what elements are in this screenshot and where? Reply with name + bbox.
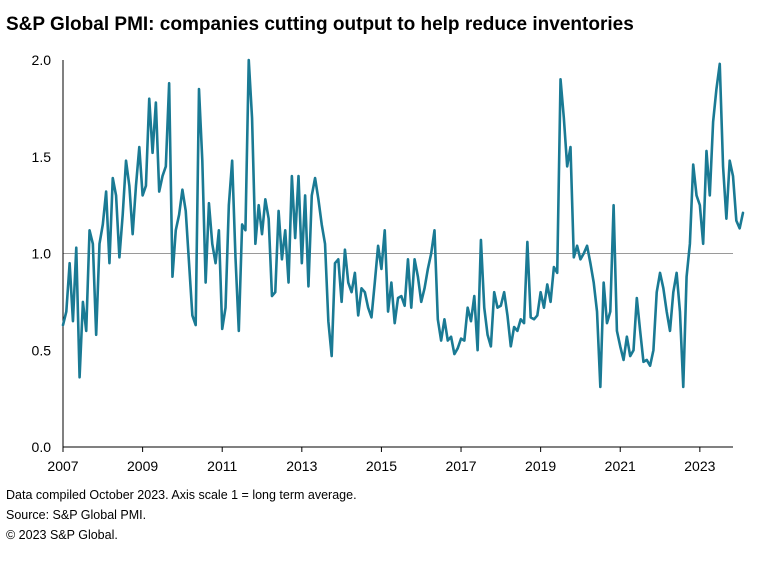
x-tick-label: 2017: [445, 458, 476, 474]
x-tick-label: 2009: [127, 458, 158, 474]
y-tick: 0.5: [32, 342, 52, 358]
x-tick: 2019: [525, 447, 556, 474]
x-tick-label: 2007: [47, 458, 78, 474]
x-tick: 2017: [445, 447, 477, 474]
x-tick: 2013: [286, 447, 318, 474]
x-tick-label: 2023: [684, 458, 715, 474]
chart-title: S&P Global PMI: companies cutting output…: [6, 14, 634, 35]
footnote-copyright: © 2023 S&P Global.: [6, 528, 118, 542]
y-tick-label: 1.0: [32, 246, 52, 262]
series-line: [61, 58, 745, 389]
y-tick: 2.0: [32, 52, 52, 68]
y-tick: 1.5: [32, 149, 52, 165]
x-tick: 2011: [207, 447, 237, 474]
footnote-source: Source: S&P Global PMI.: [6, 508, 147, 522]
x-axis: 2007 2009 2011 2013 2015 2017 2019 2021 2023: [47, 447, 716, 474]
y-tick-label: 0.5: [32, 342, 52, 358]
y-tick-label: 0.0: [32, 439, 52, 455]
x-tick: 2009: [127, 447, 158, 474]
x-tick-label: 2019: [525, 458, 556, 474]
y-tick-label: 2.0: [32, 52, 52, 68]
x-tick: 2023: [684, 447, 716, 474]
x-tick-label: 2013: [286, 458, 317, 474]
footnote-data-compiled: Data compiled October 2023. Axis scale 1…: [6, 488, 357, 502]
y-tick-label: 1.5: [32, 149, 52, 165]
x-tick: 2015: [366, 447, 397, 474]
y-axis: 0.0 0.5 1.0 1.5 2.0: [32, 52, 52, 455]
y-tick: 0.0: [32, 439, 52, 455]
x-tick-label: 2015: [366, 458, 397, 474]
x-tick-label: 2021: [605, 458, 636, 474]
y-tick: 1.0: [32, 246, 52, 262]
x-tick: 2021: [605, 447, 636, 474]
x-tick-label: 2011: [207, 458, 237, 474]
x-tick: 2007: [47, 447, 79, 474]
